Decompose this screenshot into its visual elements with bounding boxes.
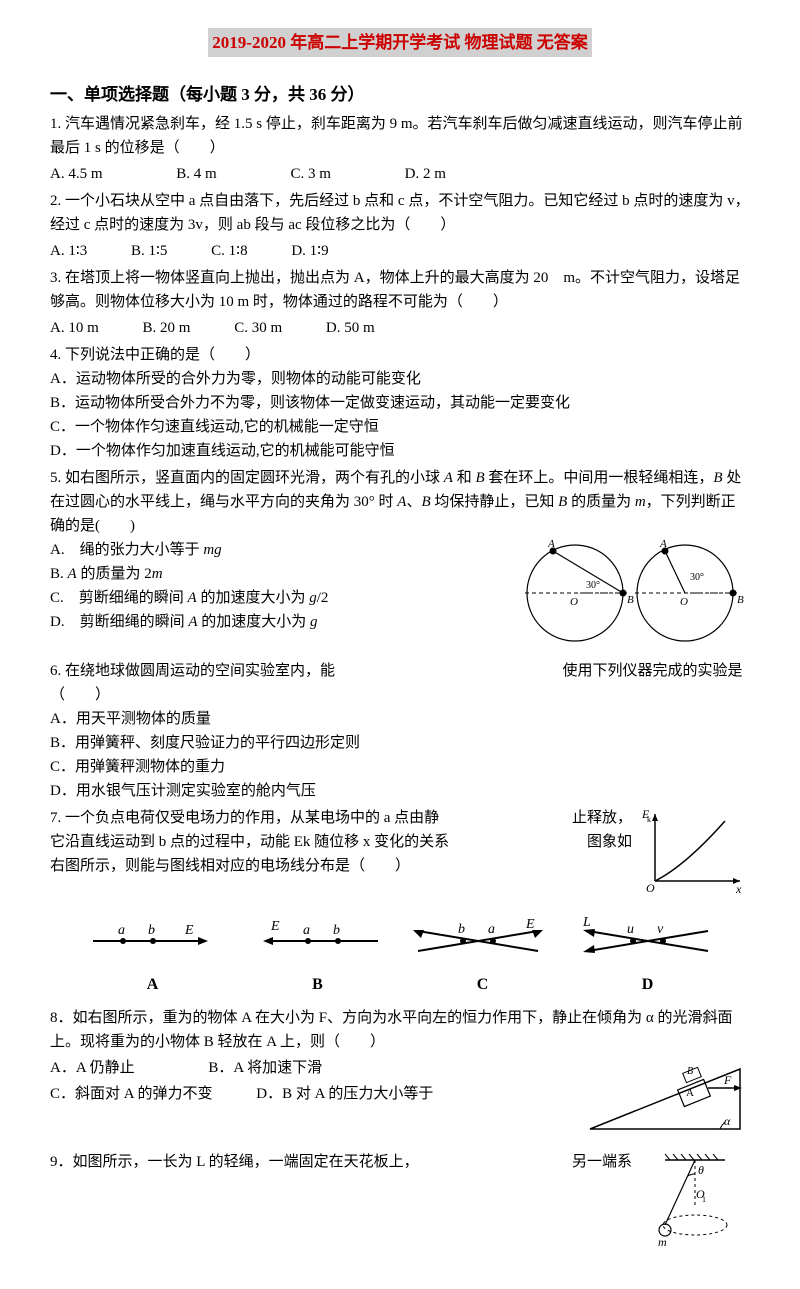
q8-text: 8．如右图所示，重为的物体 A 在大小为 F、方向为水平向左的恒力作用下，静止在… (50, 1006, 750, 1054)
svg-text:F: F (723, 1073, 732, 1087)
svg-text:α: α (724, 1114, 731, 1128)
q2-opt-d: D. 1∶9 (291, 239, 328, 263)
section-header: 一、单项选择题（每小题 3 分，共 36 分） (50, 81, 750, 108)
svg-text:O: O (646, 881, 655, 895)
q1-opt-a: A. 4.5 m (50, 162, 103, 186)
q6-opt-d: D．用水银气压计测定实验室的舱内气压 (50, 779, 750, 803)
q3-opt-a: A. 10 m (50, 316, 99, 340)
q1-opt-d: D. 2 m (405, 162, 446, 186)
question-3: 3. 在塔顶上将一物体竖直向上抛出，抛出点为 A，物体上升的最大高度为 20 m… (50, 266, 750, 340)
svg-text:k: k (647, 815, 651, 824)
q3-text: 3. 在塔顶上将一物体竖直向上抛出，抛出点为 A，物体上升的最大高度为 20 m… (50, 266, 750, 314)
q4-opt-c: C．一个物体作匀速直线运动,它的机械能一定守恒 (50, 415, 750, 439)
q2-opt-b: B. 1∶5 (131, 239, 167, 263)
q4-opt-d: D．一个物体作匀加速直线运动,它的机械能可能守恒 (50, 439, 750, 463)
question-2: 2. 一个小石块从空中 a 点自由落下，先后经过 b 点和 c 点，不计空气阻力… (50, 189, 750, 263)
svg-text:b: b (148, 923, 155, 938)
q1-opt-b: B. 4 m (176, 162, 216, 186)
q4-opt-b: B．运动物体所受合外力不为零，则该物体一定做变速运动，其动能一定要变化 (50, 391, 750, 415)
q2-opt-a: A. 1∶3 (50, 239, 87, 263)
svg-text:L: L (582, 916, 591, 930)
q7-option-d: u v L D (565, 916, 730, 998)
q8-opt-b: B．A 将加速下滑 (208, 1056, 322, 1080)
svg-text:u: u (627, 922, 634, 937)
svg-text:E: E (525, 917, 535, 932)
svg-text:a: a (118, 923, 125, 938)
q2-text: 2. 一个小石块从空中 a 点自由落下，先后经过 b 点和 c 点，不计空气阻力… (50, 189, 750, 237)
q4-opt-a: A．运动物体所受的合外力为零，则物体的动能可能变化 (50, 367, 750, 391)
svg-text:B: B (737, 594, 744, 606)
q4-text: 4. 下列说法中正确的是（ ） (50, 343, 750, 367)
q7-option-b: a b E B (235, 916, 400, 998)
svg-text:b: b (458, 922, 465, 937)
q8-opt-c: C．斜面对 A 的弹力不变 (50, 1082, 213, 1106)
question-7: E k x O 7. 一个负点电荷仅受电场力的作用，从某电场中的 a 点由静 止… (50, 806, 750, 998)
svg-text:a: a (488, 922, 495, 937)
svg-text:x: x (735, 882, 742, 896)
svg-text:E: E (184, 923, 194, 938)
svg-text:v: v (657, 922, 664, 937)
q9-figure: m O 1 θ (640, 1150, 750, 1258)
svg-text:B: B (627, 594, 634, 606)
svg-text:a: a (303, 923, 310, 938)
q8-opt-d: D．B 对 A 的压力大小等于 (256, 1082, 433, 1106)
svg-text:A: A (686, 1087, 694, 1099)
q5-figure: A B O 30° A B O 30° (520, 538, 750, 656)
q7-option-c: b a E C (400, 916, 565, 998)
page-title: 2019-2020 年高二上学期开学考试 物理试题 无答案 (208, 28, 591, 57)
svg-text:A: A (659, 538, 667, 550)
question-4: 4. 下列说法中正确的是（ ） A．运动物体所受的合外力为零，则物体的动能可能变… (50, 343, 750, 463)
question-1: 1. 汽车遇情况紧急刹车，经 1.5 s 停止，刹车距离为 9 m。若汽车刹车后… (50, 112, 750, 186)
q7-option-a: a b E A (70, 916, 235, 998)
q2-opt-c: C. 1∶8 (211, 239, 247, 263)
q8-opt-a: A．A 仍静止 (50, 1056, 135, 1080)
svg-text:O: O (570, 596, 578, 608)
q1-opt-c: C. 3 m (290, 162, 330, 186)
q6-opt-a: A．用天平测物体的质量 (50, 707, 750, 731)
q3-opt-b: B. 20 m (143, 316, 191, 340)
q3-opt-d: D. 50 m (326, 316, 375, 340)
question-5: 5. 如右图所示，竖直面内的固定圆环光滑，两个有孔的小球 A 和 B 套在环上。… (50, 466, 750, 656)
q6-opt-c: C．用弹簧秤测物体的重力 (50, 755, 750, 779)
svg-text:b: b (333, 923, 340, 938)
q6-text: 6. 在绕地球做圆周运动的空间实验室内，能 使用下列仪器完成的实验是（ ） (50, 659, 750, 707)
svg-text:30°: 30° (586, 580, 600, 591)
q6-opt-b: B．用弹簧秤、刻度尺验证力的平行四边形定则 (50, 731, 750, 755)
svg-text:m: m (658, 1235, 667, 1249)
q7-graph: E k x O (640, 806, 750, 904)
q1-text: 1. 汽车遇情况紧急刹车，经 1.5 s 停止，刹车距离为 9 m。若汽车刹车后… (50, 112, 750, 160)
svg-text:A: A (547, 538, 555, 550)
svg-text:O: O (680, 596, 688, 608)
q8-figure: F A B α (580, 1054, 750, 1147)
svg-text:1: 1 (702, 1195, 706, 1204)
question-6: 6. 在绕地球做圆周运动的空间实验室内，能 使用下列仪器完成的实验是（ ） A．… (50, 659, 750, 803)
question-9: m O 1 θ 9．如图所示，一长为 L 的轻绳，一端固定在天花板上， 另一端系 (50, 1150, 750, 1258)
svg-text:E: E (270, 919, 280, 934)
question-8: 8．如右图所示，重为的物体 A 在大小为 F、方向为水平向左的恒力作用下，静止在… (50, 1006, 750, 1147)
q3-opt-c: C. 30 m (234, 316, 282, 340)
q5-text: 5. 如右图所示，竖直面内的固定圆环光滑，两个有孔的小球 A 和 B 套在环上。… (50, 466, 750, 538)
svg-text:θ: θ (698, 1163, 704, 1177)
svg-text:30°: 30° (690, 572, 704, 583)
svg-text:B: B (687, 1066, 693, 1077)
